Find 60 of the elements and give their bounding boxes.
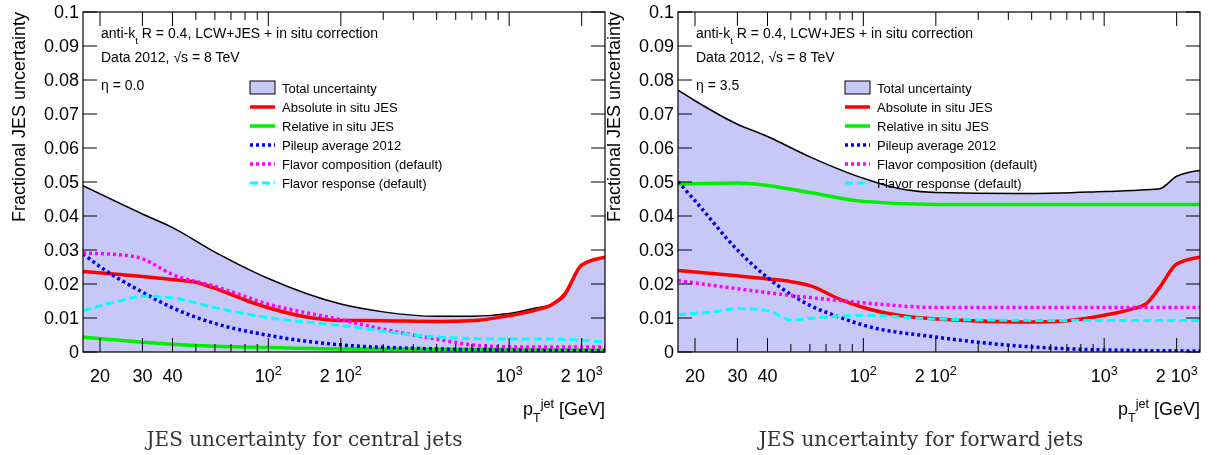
- annotation: anti-k$_{t}$ R = 0.4, LCW+JES + in situ correction: [696, 25, 974, 46]
- x-tick-label: 20: [89, 366, 111, 386]
- x-tick-label: 2 10$^{3}$: [1155, 364, 1198, 386]
- x-tick-label: 2 10$^{2}$: [914, 364, 957, 386]
- legend-label: Pileup average 2012: [877, 138, 997, 153]
- legend-label: Flavor response (default): [877, 176, 1022, 191]
- y-tick-label: 0.01: [43, 308, 79, 328]
- legend-label: Relative in situ JES: [877, 119, 990, 134]
- x-tick-label: 10$^{3}$: [495, 364, 523, 386]
- legend-label: Total uncertainty: [877, 81, 973, 96]
- y-tick-label: 0: [663, 342, 674, 362]
- y-tick-label: 0.07: [638, 104, 674, 124]
- legend-label: Flavor composition (default): [282, 157, 443, 172]
- y-tick-label: 0.06: [638, 138, 674, 158]
- y-axis-title: Fractional JES uncertainty: [604, 12, 624, 223]
- y-tick-label: 0.05: [43, 172, 79, 192]
- x-tick-label: 40: [162, 366, 183, 386]
- y-tick-label: 0.06: [43, 138, 79, 158]
- legend-label: Flavor response (default): [282, 176, 427, 191]
- y-tick-label: 0.03: [638, 240, 674, 260]
- legend-label: Total uncertainty: [282, 81, 378, 96]
- annotation: η = 3.5: [696, 77, 740, 93]
- text: JES uncertainty for forward jets: [756, 427, 1084, 451]
- x-tick-label: 30: [727, 366, 748, 386]
- y-tick-label: 0.1: [53, 2, 79, 22]
- legend-label: Absolute in situ JES: [877, 100, 993, 115]
- x-axis-title: p$_{T}$$^{jet}$ [GeV]: [1117, 397, 1200, 425]
- y-tick-label: 0.02: [638, 274, 674, 294]
- y-tick-label: 0: [68, 342, 79, 362]
- y-tick-label: 0.1: [648, 2, 674, 22]
- legend-label: Pileup average 2012: [282, 138, 402, 153]
- legend-label: Relative in situ JES: [282, 119, 395, 134]
- y-tick-label: 0.08: [43, 70, 79, 90]
- annotation: η = 0.0: [101, 77, 145, 93]
- x-tick-label: 10$^{2}$: [849, 364, 877, 386]
- legend-label: Flavor composition (default): [877, 157, 1038, 172]
- x-axis-title: p$_{T}$$^{jet}$ [GeV]: [522, 397, 605, 425]
- x-tick-label: 2 10$^{2}$: [319, 364, 362, 386]
- x-tick-label: 10$^{3}$: [1090, 364, 1118, 386]
- y-tick-label: 0.03: [43, 240, 79, 260]
- y-tick-label: 0.04: [638, 206, 674, 226]
- x-tick-label: 10$^{2}$: [254, 364, 282, 386]
- y-tick-label: 0.04: [43, 206, 79, 226]
- y-tick-label: 0.01: [638, 308, 674, 328]
- y-tick-label: 0.09: [638, 36, 674, 56]
- x-tick-label: 2 10$^{3}$: [560, 364, 603, 386]
- legend-label: Absolute in situ JES: [282, 100, 398, 115]
- x-tick-label: 30: [132, 366, 153, 386]
- y-tick-label: 0.09: [43, 36, 79, 56]
- y-tick-label: 0.08: [638, 70, 674, 90]
- y-tick-label: 0.05: [638, 172, 674, 192]
- annotation: anti-k$_{t}$ R = 0.4, LCW+JES + in situ correction: [101, 25, 379, 46]
- x-tick-label: 20: [684, 366, 706, 386]
- y-tick-label: 0.02: [43, 274, 79, 294]
- annotation: Data 2012, √s = 8 TeV: [101, 49, 241, 65]
- y-axis-title: Fractional JES uncertainty: [9, 12, 29, 223]
- y-tick-label: 0.07: [43, 104, 79, 124]
- annotation: Data 2012, √s = 8 TeV: [696, 49, 836, 65]
- text: JES uncertainty for central jets: [144, 427, 463, 451]
- x-tick-label: 40: [757, 366, 778, 386]
